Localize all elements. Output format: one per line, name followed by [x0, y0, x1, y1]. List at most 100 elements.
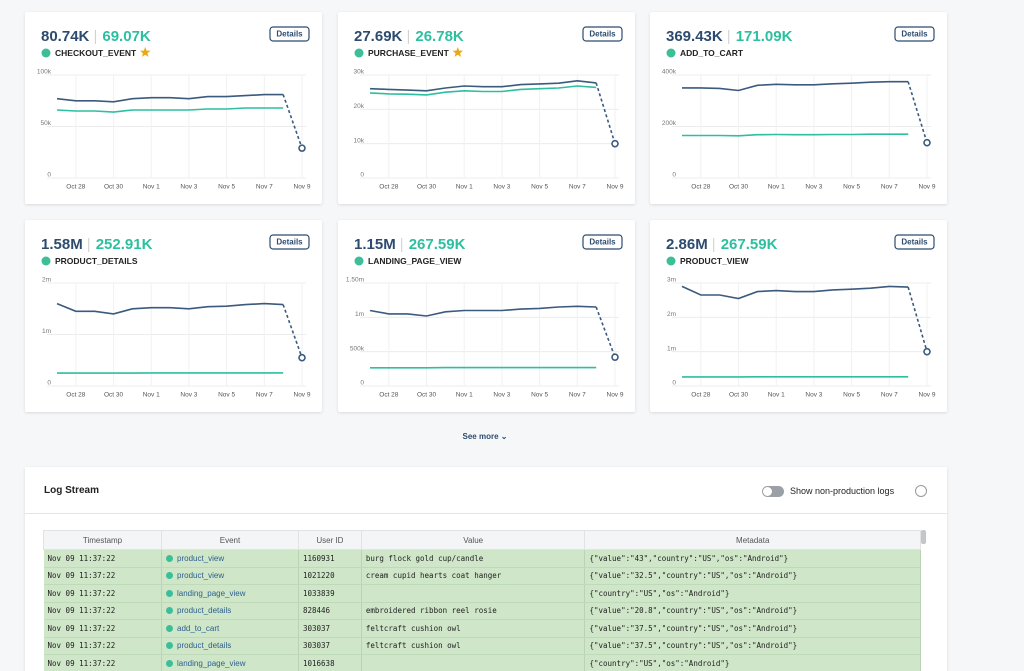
event-link[interactable]: landing_page_view — [177, 588, 246, 598]
table-cell: Nov 09 11:37:22 — [43, 637, 162, 655]
x-tick-label: Nov 9 — [919, 392, 936, 399]
event-icon — [41, 48, 51, 58]
table-cell: 303037 — [298, 619, 362, 638]
details-button[interactable] — [269, 234, 310, 250]
y-tick-label: 2m — [667, 311, 676, 318]
see-more-text[interactable]: See more — [462, 432, 499, 441]
y-tick-label: 20k — [354, 103, 365, 110]
forecast-segment — [595, 82, 616, 144]
x-tick-label: Nov 1 — [143, 392, 160, 399]
forecast-segment — [595, 306, 616, 358]
series-line — [369, 305, 597, 317]
column-header: Metadata — [584, 530, 921, 550]
y-tick-label: 1.50m — [346, 277, 364, 284]
secondary-value: 252.91K — [96, 236, 153, 253]
x-tick-label: Nov 3 — [493, 392, 510, 399]
chart-card: 80.74K 69.07K Details CHECKOUT_EVENT 0 50k 100… — [25, 12, 322, 204]
details-text[interactable]: Details — [589, 238, 616, 247]
event-link[interactable]: product_view — [177, 571, 225, 581]
event-icon — [166, 659, 173, 667]
details-text[interactable]: Details — [276, 238, 303, 247]
x-tick-label: Nov 5 — [218, 184, 235, 191]
table-cell: {"value":"37.5","country":"US","os":"And… — [584, 637, 921, 655]
event-cell: product_details — [161, 602, 299, 620]
x-tick-label: Oct 30 — [104, 184, 124, 191]
series-line — [682, 133, 909, 137]
event-link[interactable]: product_view — [177, 553, 225, 563]
details-button[interactable] — [894, 234, 935, 250]
x-tick-label: Nov 7 — [569, 184, 586, 191]
chart: 27.69K 26.78K Details PURCHASE_EVENT 0 10k 20k… — [354, 26, 624, 191]
x-tick-label: Nov 3 — [805, 392, 822, 399]
y-tick-label: 10k — [354, 137, 365, 144]
x-tick-label: Oct 28 — [379, 184, 399, 191]
x-tick-label: Nov 9 — [607, 392, 624, 399]
event-cell: product_view — [161, 549, 299, 568]
headline: 27.69K — [354, 28, 403, 45]
x-tick-label: Nov 5 — [531, 184, 548, 191]
x-tick-label: Nov 7 — [256, 392, 273, 399]
table-cell: Nov 09 11:37:22 — [43, 567, 162, 585]
details-button[interactable] — [894, 26, 935, 42]
event-icon — [166, 572, 173, 580]
x-tick-label: Oct 30 — [729, 392, 749, 399]
table-cell: {"country":"US","os":"Android"} — [584, 654, 921, 671]
event-icon — [166, 607, 173, 615]
series-line — [56, 93, 284, 103]
y-tick-label: 0 — [47, 380, 51, 387]
event-link[interactable]: product_details — [177, 641, 232, 651]
x-tick-label: Nov 9 — [294, 392, 311, 399]
y-tick-label: 1m — [42, 328, 51, 335]
secondary-value: 267.59K — [409, 236, 466, 253]
table-cell: burg flock gold cup/candle — [361, 549, 586, 568]
table-cell: 1160931 — [298, 549, 362, 568]
chart-card: 1.15M 267.59K Details LANDING_PAGE_VIEW 0 500… — [338, 220, 635, 412]
x-tick-label: Nov 3 — [180, 392, 197, 399]
log-row: Nov 09 11:37:22 add_to_cart 303037 feltcraf… — [43, 619, 921, 638]
details-text[interactable]: Details — [276, 30, 303, 39]
series-line — [682, 80, 909, 92]
table-cell: 1021220 — [298, 567, 362, 585]
forecast-segment — [907, 81, 928, 143]
scrollbar[interactable] — [921, 530, 926, 544]
x-tick-label: Oct 28 — [691, 184, 711, 191]
y-tick-label: 0 — [360, 380, 364, 387]
toggle[interactable] — [762, 486, 784, 497]
header-row: Timestamp Event User ID Value Metadata — [43, 530, 921, 550]
details-text[interactable]: Details — [901, 30, 928, 39]
table-cell: {"country":"US","os":"Android"} — [584, 584, 921, 603]
event-link[interactable]: landing_page_view — [177, 658, 246, 668]
x-tick-label: Nov 3 — [180, 184, 197, 191]
details-text[interactable]: Details — [901, 238, 928, 247]
series-line — [56, 302, 284, 315]
table-cell: {"value":"32.5","country":"US","os":"And… — [584, 567, 921, 585]
x-tick-label: Nov 1 — [456, 184, 473, 191]
details-text[interactable]: Details — [589, 30, 616, 39]
see-more-link[interactable]: See more ⌄ — [462, 432, 508, 441]
chart: 2.86M 267.59K Details PRODUCT_VIEW 0 1m 2m 3m Oc… — [666, 234, 936, 399]
event-link[interactable]: add_to_cart — [177, 623, 220, 633]
series-line — [681, 285, 909, 300]
x-tick-label: Nov 1 — [143, 184, 160, 191]
y-tick-label: 3m — [667, 277, 676, 284]
x-tick-label: Oct 30 — [417, 184, 437, 191]
table-cell: {"value":"43","country":"US","os":"Andro… — [584, 549, 921, 568]
details-button[interactable] — [582, 26, 623, 42]
x-tick-label: Oct 28 — [691, 392, 711, 399]
y-tick-label: 400k — [662, 69, 677, 76]
event-link[interactable]: product_details — [177, 606, 232, 616]
event-icon — [666, 256, 676, 266]
table-cell — [361, 654, 586, 671]
x-tick-label: Nov 7 — [881, 184, 898, 191]
table-cell: Nov 09 11:37:22 — [43, 602, 162, 620]
event-name: LANDING_PAGE_VIEW — [368, 256, 462, 266]
headline: 369.43K — [666, 28, 723, 45]
pause-button[interactable] — [915, 485, 927, 497]
toggle-label: Show non-production logs — [790, 486, 895, 496]
log-row: Nov 09 11:37:22 landing_page_view 1016638 {… — [43, 654, 921, 671]
details-button[interactable] — [582, 234, 623, 250]
details-button[interactable] — [269, 26, 310, 42]
table-cell: Nov 09 11:37:22 — [43, 654, 162, 671]
chart-card: 369.43K 171.09K Details ADD_TO_CART 0 200k 400… — [650, 12, 947, 204]
x-tick-label: Nov 3 — [805, 184, 822, 191]
